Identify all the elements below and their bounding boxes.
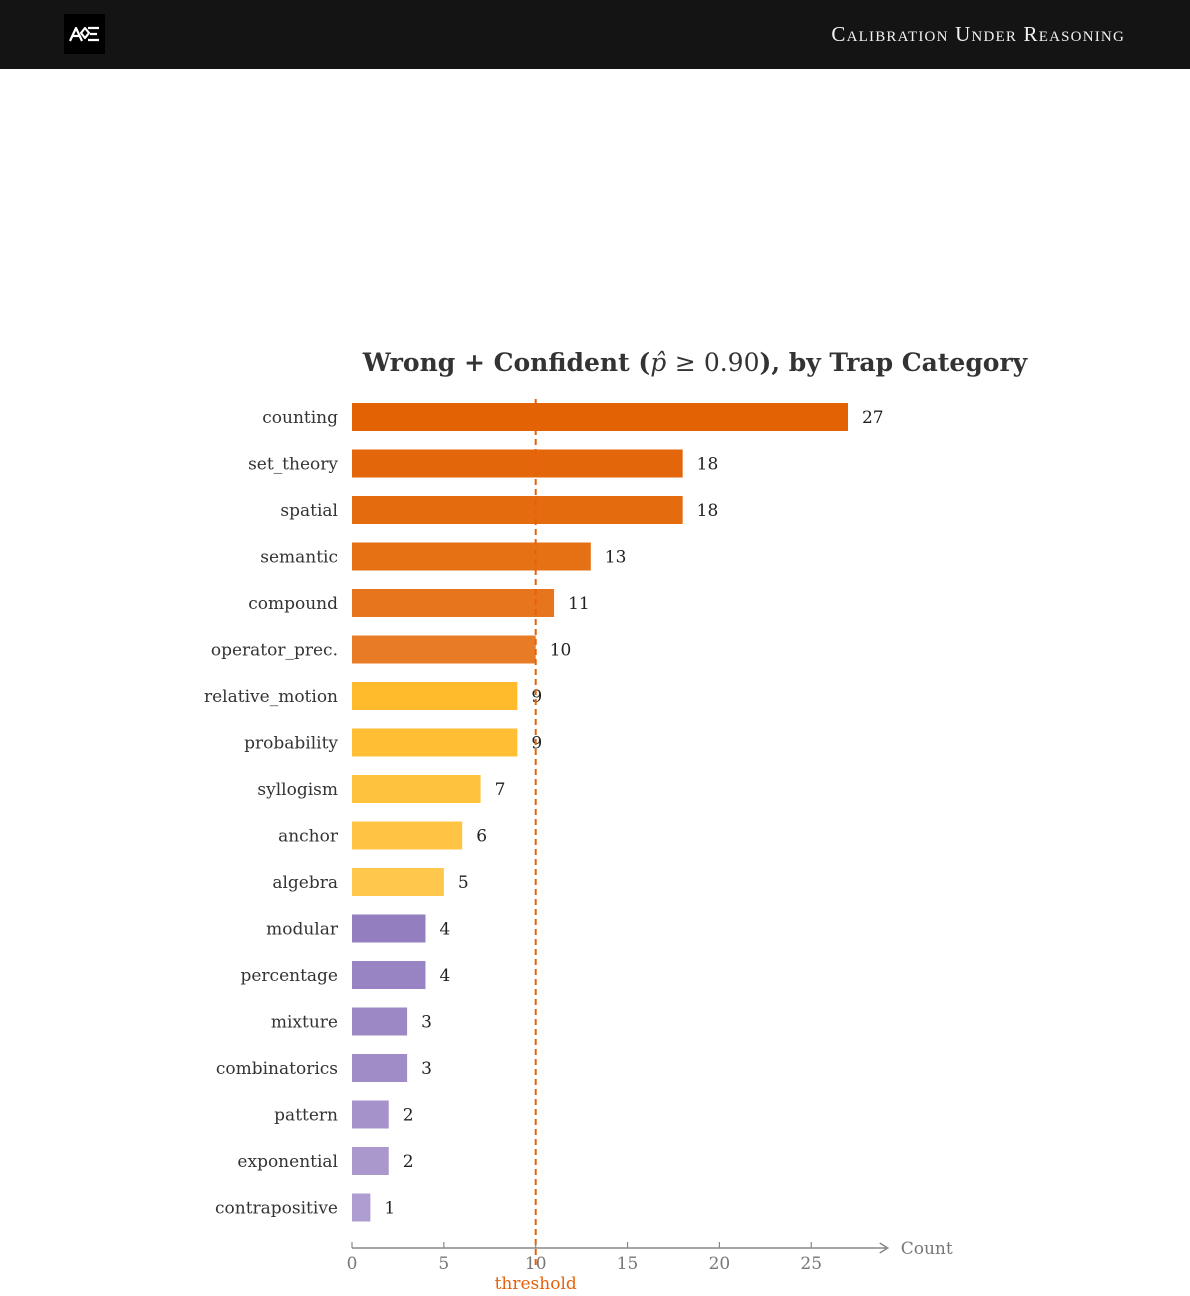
bar-probability — [352, 728, 518, 757]
value-label-compound: 11 — [568, 594, 590, 614]
category-label-compound: compound — [248, 594, 338, 614]
x-tick-label-5: 5 — [438, 1254, 449, 1274]
x-tick-label-20: 20 — [709, 1254, 731, 1274]
category-label-syllogism: syllogism — [257, 780, 338, 800]
bar-anchor — [352, 821, 463, 850]
category-label-percentage: percentage — [240, 966, 338, 986]
bar-percentage — [352, 961, 426, 989]
x-tick-label-15: 15 — [617, 1254, 639, 1274]
value-label-combinatorics: 3 — [421, 1059, 432, 1079]
category-label-pattern: pattern — [274, 1106, 338, 1126]
value-label-counting: 27 — [862, 408, 884, 428]
category-label-algebra: algebra — [272, 873, 338, 893]
value-label-exponential: 2 — [403, 1152, 414, 1172]
value-label-set_theory: 18 — [697, 455, 719, 475]
bar-syllogism — [352, 775, 481, 803]
category-label-anchor: anchor — [278, 827, 339, 847]
bar-combinatorics — [352, 1054, 408, 1082]
bar-set_theory — [352, 449, 683, 478]
x-tick-label-0: 0 — [347, 1254, 358, 1274]
category-label-mixture: mixture — [271, 1013, 338, 1033]
category-label-counting: counting — [262, 408, 338, 428]
value-label-spatial: 18 — [697, 501, 719, 521]
category-label-semantic: semantic — [260, 548, 338, 568]
bar-modular — [352, 914, 426, 943]
value-label-contrapositive: 1 — [384, 1199, 395, 1219]
value-label-modular: 4 — [439, 920, 450, 940]
category-label-relative_motion: relative_motion — [204, 687, 338, 707]
x-axis-label: Count — [901, 1239, 953, 1259]
chart-title: Wrong + Confident (p̂ ≥ 0.90), by Trap C… — [362, 348, 1028, 377]
category-label-modular: modular — [266, 920, 339, 940]
bar-counting — [352, 403, 848, 431]
value-label-pattern: 2 — [403, 1106, 414, 1126]
category-label-set_theory: set_theory — [248, 455, 338, 475]
bar-algebra — [352, 868, 444, 896]
value-label-percentage: 4 — [439, 966, 450, 986]
value-label-anchor: 6 — [476, 827, 487, 847]
bar-relative_motion — [352, 682, 518, 710]
bar-exponential — [352, 1147, 389, 1175]
category-label-probability: probability — [244, 734, 338, 754]
category-label-contrapositive: contrapositive — [215, 1199, 338, 1219]
value-label-probability: 9 — [531, 734, 542, 754]
bar-spatial — [352, 496, 683, 524]
category-label-operator_prec.: operator_prec. — [211, 641, 338, 661]
x-tick-label-25: 25 — [800, 1254, 822, 1274]
threshold-label: threshold — [495, 1274, 577, 1294]
x-tick-label-10: 10 — [525, 1254, 547, 1274]
x-axis-arrow-icon — [879, 1242, 890, 1254]
value-label-mixture: 3 — [421, 1013, 432, 1033]
bar-pattern — [352, 1100, 389, 1129]
category-label-exponential: exponential — [237, 1152, 338, 1172]
value-label-semantic: 13 — [605, 548, 627, 568]
value-label-relative_motion: 9 — [531, 687, 542, 707]
category-label-spatial: spatial — [280, 501, 338, 521]
bar-mixture — [352, 1007, 408, 1036]
logo — [64, 14, 105, 54]
bar-contrapositive — [352, 1193, 371, 1222]
bar-compound — [352, 589, 555, 617]
logo-mark-icon — [69, 26, 99, 42]
bar-semantic — [352, 542, 591, 571]
bar-operator_prec. — [352, 635, 536, 664]
category-label-combinatorics: combinatorics — [216, 1059, 338, 1079]
value-label-syllogism: 7 — [495, 780, 506, 800]
header-bar: Calibration Under Reasoning — [0, 0, 1190, 69]
page-title: Calibration Under Reasoning — [831, 22, 1125, 46]
value-label-operator_prec.: 10 — [550, 641, 572, 661]
value-label-algebra: 5 — [458, 873, 469, 893]
